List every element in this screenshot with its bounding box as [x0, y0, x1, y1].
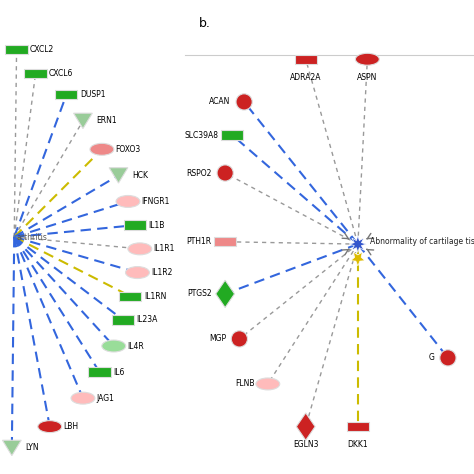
- Polygon shape: [351, 252, 365, 266]
- Text: IL1R2: IL1R2: [151, 268, 172, 277]
- Bar: [347, 422, 369, 431]
- Text: HCK: HCK: [132, 171, 148, 180]
- Text: EGLN3: EGLN3: [293, 440, 319, 449]
- Polygon shape: [109, 168, 128, 183]
- Text: LYN: LYN: [25, 444, 39, 452]
- Text: LBH: LBH: [63, 422, 78, 431]
- Text: arthritis: arthritis: [17, 233, 47, 241]
- Bar: [124, 220, 146, 230]
- Ellipse shape: [102, 340, 126, 352]
- Ellipse shape: [90, 143, 114, 155]
- Text: CXCL2: CXCL2: [30, 46, 55, 54]
- Ellipse shape: [356, 53, 379, 65]
- Ellipse shape: [71, 392, 95, 404]
- Bar: [55, 90, 77, 100]
- Polygon shape: [296, 413, 315, 440]
- Text: DKK1: DKK1: [347, 440, 368, 449]
- Text: IL1R1: IL1R1: [153, 245, 174, 253]
- Bar: [25, 69, 46, 78]
- Bar: [89, 367, 110, 377]
- Bar: [6, 45, 27, 55]
- Text: G: G: [428, 354, 435, 362]
- Ellipse shape: [128, 243, 152, 255]
- Text: ADRA2A: ADRA2A: [290, 73, 321, 82]
- Bar: [112, 315, 134, 325]
- Polygon shape: [349, 236, 366, 253]
- Text: IL1RN: IL1RN: [144, 292, 166, 301]
- Bar: [221, 130, 243, 140]
- Ellipse shape: [126, 266, 149, 279]
- Text: ERN1: ERN1: [96, 117, 117, 125]
- Text: IFNGR1: IFNGR1: [141, 197, 170, 206]
- Text: ASPN: ASPN: [357, 73, 377, 82]
- Text: ACAN: ACAN: [210, 98, 231, 106]
- Text: PTH1R: PTH1R: [187, 237, 212, 246]
- Polygon shape: [73, 113, 92, 128]
- Polygon shape: [2, 440, 21, 456]
- Text: SLC39A8: SLC39A8: [185, 131, 219, 139]
- Bar: [214, 237, 236, 246]
- Circle shape: [440, 350, 456, 366]
- Circle shape: [217, 165, 233, 181]
- Text: IL4R: IL4R: [127, 342, 144, 350]
- Text: PTGS2: PTGS2: [187, 290, 212, 298]
- Text: RSPO2: RSPO2: [186, 169, 212, 177]
- Text: IL23A: IL23A: [137, 316, 158, 324]
- Bar: [295, 55, 317, 64]
- Ellipse shape: [116, 195, 140, 208]
- Text: MGP: MGP: [209, 335, 226, 343]
- Text: IL1B: IL1B: [148, 221, 165, 229]
- Ellipse shape: [38, 420, 62, 433]
- Ellipse shape: [256, 378, 280, 390]
- Circle shape: [236, 94, 252, 110]
- Text: Abnormality of cartilage tiss: Abnormality of cartilage tiss: [370, 237, 474, 246]
- Bar: [119, 292, 141, 301]
- Text: FLNB: FLNB: [235, 380, 255, 388]
- Text: CXCL6: CXCL6: [49, 69, 73, 78]
- Text: b.: b.: [199, 17, 211, 29]
- Circle shape: [231, 331, 247, 347]
- Text: FOXO3: FOXO3: [115, 145, 141, 154]
- Polygon shape: [216, 280, 235, 308]
- Text: JAG1: JAG1: [96, 394, 114, 402]
- Text: IL6: IL6: [113, 368, 124, 376]
- Text: DUSP1: DUSP1: [80, 91, 105, 99]
